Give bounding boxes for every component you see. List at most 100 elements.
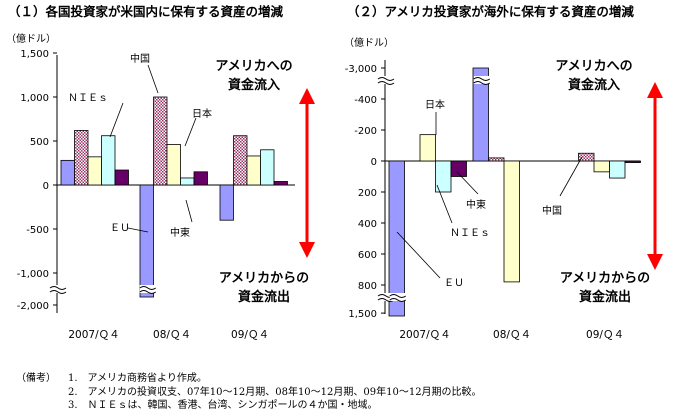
left-bar-break-line-b <box>139 290 157 294</box>
right-bar-1-1 <box>488 157 505 162</box>
left-axis-break-line-a <box>49 286 67 290</box>
left-bar-1-1 <box>153 96 168 186</box>
right-bar-break-eu08-line-a <box>473 77 491 81</box>
right-axis-break-top-mask <box>378 76 394 84</box>
left-callout-japan-leader <box>184 117 197 147</box>
right-y-tick-label-2: -200 <box>354 126 377 137</box>
left-inflow-line2: 資金流入 <box>228 77 280 93</box>
left-outflow-line1: アメリカからの <box>219 271 309 286</box>
right-callout-china-label: 中国 <box>542 204 562 217</box>
left-y-tick-label-2: 500 <box>30 137 49 148</box>
right-axis-break-bottom-mask <box>378 293 394 301</box>
left-title: （１）各国投資家が米国内に保有する資産の増減 <box>8 4 284 19</box>
note-row-1: （備考） 1. アメリカ商務省より作成。 <box>6 372 676 386</box>
right-outflow-line1: アメリカからの <box>560 271 650 286</box>
left-bar-1-0 <box>74 130 89 186</box>
left-arrow-head-up <box>299 88 315 104</box>
left-callout-mideast-leader <box>185 199 193 223</box>
left-y-tick-label-4: -500 <box>26 225 49 236</box>
right-bar-break-eu07-mask <box>389 293 406 301</box>
right-bar-2-1 <box>503 160 520 283</box>
left-bar-3-0 <box>101 135 116 186</box>
right-bar-0-0 <box>388 160 405 317</box>
right-title: （２）アメリカ投資家が海外に保有する資産の増減 <box>347 4 634 19</box>
left-category-label-2: 09/Ｑ４ <box>231 329 269 341</box>
right-callout-japan-label: 日本 <box>425 98 445 111</box>
left-bar-3-2 <box>260 149 275 186</box>
right-bar-break-eu07-line-b <box>389 298 407 302</box>
right-bar-break-eu08-mask <box>473 76 490 84</box>
left-bar-2-2 <box>246 155 261 186</box>
left-callout-eu-leader <box>127 227 149 233</box>
right-y-tick-label-3: 0 <box>371 157 377 168</box>
left-inflow-line1: アメリカへの <box>215 59 292 74</box>
left-y-tick-label-0: 1,500 <box>20 49 49 60</box>
left-y-tick-label-3: 0 <box>43 181 49 192</box>
left-bar-4-2 <box>273 181 288 186</box>
left-axis-break-line-b <box>49 290 67 294</box>
note-item-1: 1. アメリカ商務省より作成。 <box>68 373 207 384</box>
chart-right: （２）アメリカ投資家が海外に保有する資産の増減 （億ドル） -3,000 -400 -2… <box>344 4 663 341</box>
notes-block: （備考） 1. アメリカ商務省より作成。 2. アメリカの投資収支、07年10～… <box>6 372 676 413</box>
right-inflow-line1: アメリカへの <box>555 59 632 74</box>
right-bar-1-2 <box>578 152 595 162</box>
right-callout-china-leader <box>559 156 583 197</box>
right-axis-break-top-line-a <box>377 77 395 81</box>
left-category-label-0: 2007/Ｑ４ <box>68 329 119 341</box>
right-callout-mideast-leader <box>456 171 479 195</box>
right-y-tick-label-7: 800 <box>358 281 377 292</box>
left-y-tick-label-6: -2,000 <box>17 301 49 312</box>
left-bar-4-0 <box>114 169 129 186</box>
left-callout-china-leader <box>147 64 159 94</box>
left-bar-1-2 <box>233 135 248 186</box>
left-callout-mideast-label: 中東 <box>170 226 190 239</box>
right-y-tick-label-6: 600 <box>358 250 377 261</box>
right-callout-eu-label: ＥＵ <box>444 278 464 289</box>
left-bar-0-0 <box>60 159 75 186</box>
right-bar-break-eu07-line-a <box>389 294 407 298</box>
right-bar-3-2 <box>609 160 626 179</box>
left-bar-break-line-a <box>139 286 157 290</box>
right-category-label-0: 2007/Ｑ４ <box>399 329 450 341</box>
notes-lead: （備考） <box>16 373 56 384</box>
left-callout-nies-leader <box>109 102 124 138</box>
right-y-tick-label-0: -3,000 <box>345 64 377 75</box>
left-outflow-line2: 資金流出 <box>238 289 290 305</box>
note-row-2: 2. アメリカの投資収支、07年10～12月期、08年10～12月期、09年10… <box>6 386 676 400</box>
left-unit-label: （億ドル） <box>6 32 56 45</box>
left-arrow-head-down <box>299 242 315 258</box>
right-outflow-line2: 資金流出 <box>579 289 631 305</box>
right-y-tick-label-1: -400 <box>354 95 377 106</box>
right-bar-2-0 <box>419 134 436 162</box>
left-category-label-1: 08/Ｑ４ <box>153 329 191 341</box>
right-bar-2-2 <box>593 160 610 173</box>
right-arrow-head-down <box>647 254 663 270</box>
left-axis-break-mask <box>50 285 66 293</box>
right-bar-0-1 <box>472 67 489 162</box>
left-bar-0-1 <box>139 184 154 298</box>
left-callout-china-label: 中国 <box>130 52 150 65</box>
left-y-tick-label-1: 1,000 <box>20 93 49 104</box>
left-bar-2-0 <box>87 156 102 186</box>
right-callout-eu-leader <box>396 231 441 279</box>
chart-left: （１）各国投資家が米国内に保有する資産の増減 （億ドル） 1,500 1,000 500… <box>6 4 315 341</box>
right-category-label-2: 09/Ｑ４ <box>586 329 624 341</box>
right-arrow-head-up <box>647 82 663 98</box>
left-bar-4-1 <box>193 171 208 186</box>
left-bar-3-1 <box>180 177 195 186</box>
right-callout-mideast-label: 中東 <box>466 198 486 211</box>
right-inflow-line2: 資金流入 <box>568 77 620 93</box>
right-callout-nies-label: ＮＩＥｓ <box>450 228 490 239</box>
right-y-tick-label-4: 200 <box>358 188 377 199</box>
left-bar-0-2 <box>219 184 234 221</box>
left-y-tick-label-5: -1,000 <box>17 269 49 280</box>
right-unit-label: （億ドル） <box>344 36 394 49</box>
right-bar-4-2 <box>624 160 641 163</box>
note-item-3: 3. ＮＩＥｓは、韓国、香港、台湾、シンガポールの４か国・地域。 <box>68 400 378 411</box>
note-row-3: 3. ＮＩＥｓは、韓国、香港、台湾、シンガポールの４か国・地域。 <box>6 399 676 413</box>
left-callout-nies-label: ＮＩＥｓ <box>68 93 108 104</box>
right-bar-4-0 <box>450 160 467 177</box>
left-bar-2-1 <box>166 144 181 186</box>
right-callout-nies-leader <box>436 184 453 224</box>
